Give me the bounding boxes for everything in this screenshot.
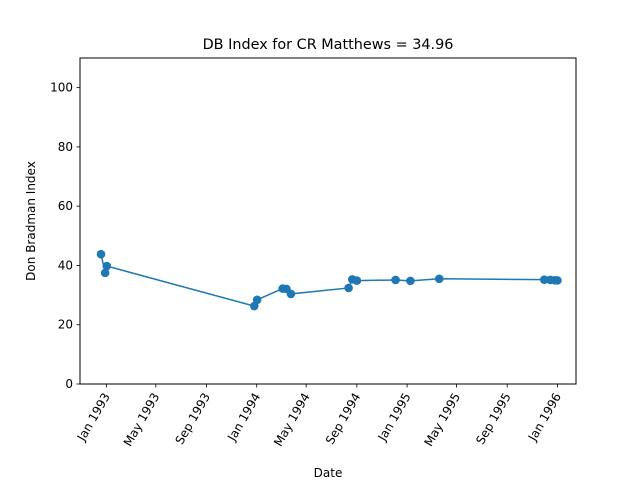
chart-title: DB Index for CR Matthews = 34.96 (203, 37, 454, 53)
data-point (286, 289, 296, 299)
data-point (252, 295, 262, 305)
data-point (406, 276, 415, 286)
data-point (391, 275, 400, 285)
axes-frame (79, 57, 577, 385)
data-point (434, 274, 444, 284)
x-axis-label: Date (314, 466, 343, 480)
data-point (539, 275, 549, 284)
data-point (102, 261, 112, 271)
data-point (344, 283, 353, 293)
y-tick-label: 60 (58, 199, 73, 213)
data-point (553, 276, 562, 285)
data-point (100, 268, 110, 278)
y-tick-label: 100 (50, 81, 73, 95)
y-axis-label: Don Bradman Index (24, 161, 38, 281)
y-tick-label: 80 (58, 140, 73, 154)
y-tick-label: 20 (58, 318, 73, 332)
data-point (96, 249, 106, 259)
y-tick-label: 40 (58, 258, 73, 272)
y-tick-label: 0 (65, 377, 73, 391)
data-point (352, 276, 362, 285)
